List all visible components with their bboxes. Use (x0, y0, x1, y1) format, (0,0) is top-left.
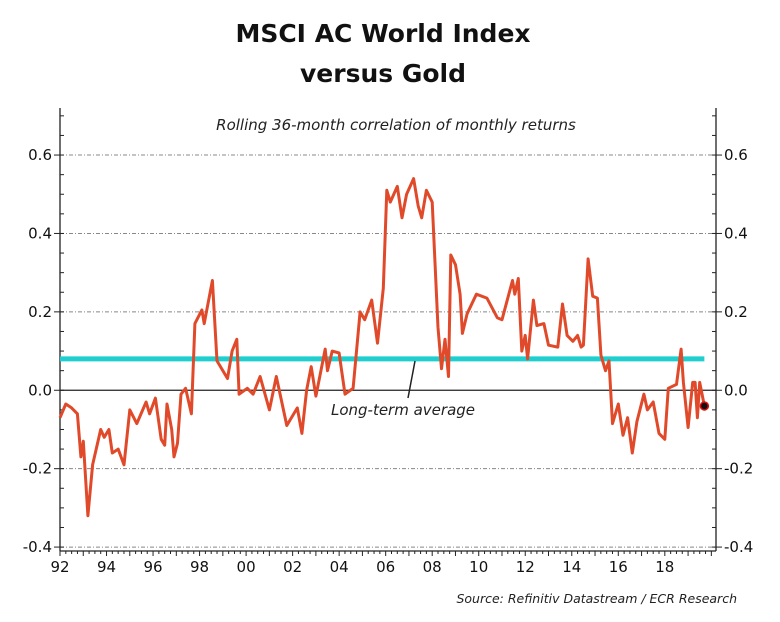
y-tick-label-right: 0.4 (724, 224, 748, 242)
y-tick-label-right: 0.2 (724, 303, 748, 321)
x-tick-label: 12 (516, 558, 535, 576)
x-tick-label: 98 (190, 558, 209, 576)
tick-labels: 0.6 0.6 0.4 0.4 0.2 0.2 0.0 0.0 -0.2 -0.2 -0.4 -0.4… (23, 146, 754, 576)
y-tick-label-left: 0.6 (28, 146, 52, 164)
y-tick-label-left: -0.2 (23, 460, 52, 478)
x-tick-label: 06 (376, 558, 395, 576)
x-tick-label: 04 (330, 558, 349, 576)
correlation-series-line (58, 177, 706, 518)
x-tick-label: 10 (469, 558, 488, 576)
chart-title: MSCI AC World Index (235, 19, 530, 48)
long-term-average-label: Long-term average (331, 401, 475, 419)
annotation-leader-line (407, 360, 416, 399)
y-tick-label-right: 0.6 (724, 146, 748, 164)
x-tick-label: 02 (283, 558, 302, 576)
source-note: Source: Refinitiv Datastream / ECR Resea… (456, 591, 737, 606)
y-tick-label-left: 0.4 (28, 224, 52, 242)
y-tick-label-left: 0.0 (28, 381, 52, 399)
x-tick-label: 18 (655, 558, 674, 576)
chart-title-line2: versus Gold (300, 59, 466, 88)
y-tick-label-right: -0.4 (724, 538, 753, 556)
gridlines (60, 154, 716, 548)
y-tick-label-left: 0.2 (28, 303, 52, 321)
x-tick-label: 14 (562, 558, 581, 576)
chart-subtitle: Rolling 36-month correlation of monthly … (216, 116, 576, 134)
axes (54, 108, 722, 556)
last-value-marker (699, 401, 710, 411)
x-tick-label: 08 (423, 558, 442, 576)
y-tick-label-right: 0.0 (724, 381, 748, 399)
y-tick-label-right: -0.2 (724, 460, 753, 478)
x-tick-label: 00 (237, 558, 256, 576)
y-tick-label-left: -0.4 (23, 538, 52, 556)
x-tick-label: 94 (97, 558, 116, 576)
x-tick-label: 16 (609, 558, 628, 576)
x-tick-label: 96 (144, 558, 163, 576)
x-tick-label: 92 (50, 558, 69, 576)
